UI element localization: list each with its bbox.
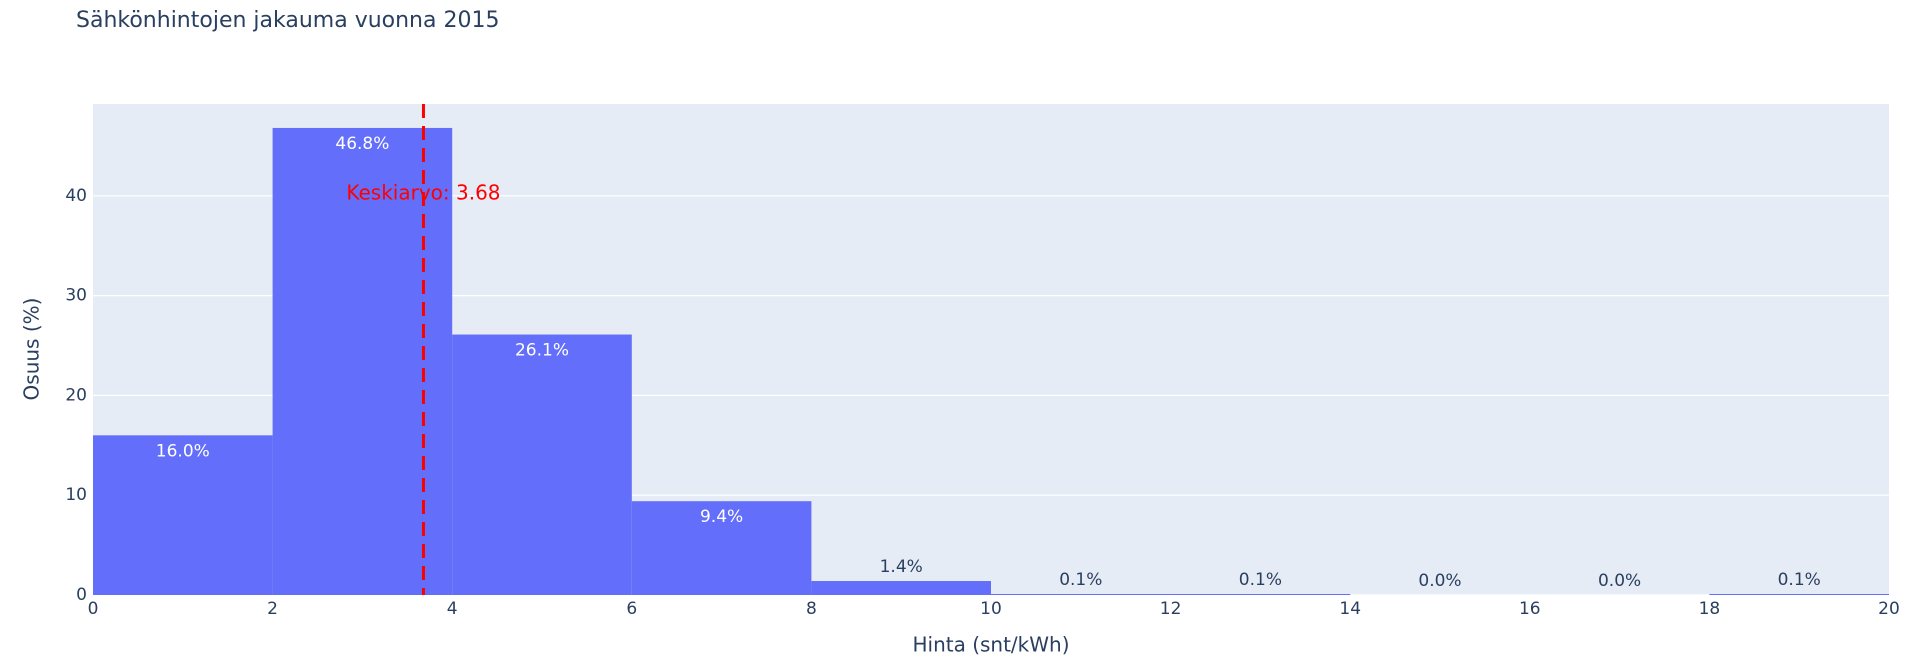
y-tick-label: 20 — [65, 385, 87, 405]
data-label: 0.0% — [1418, 571, 1461, 591]
data-label: 16.0% — [156, 441, 210, 461]
x-tick-label: 0 — [88, 599, 99, 619]
data-label: 1.4% — [880, 557, 923, 577]
bar — [811, 581, 991, 595]
x-tick-label: 2 — [267, 599, 278, 619]
data-label: 0.1% — [1239, 570, 1282, 590]
mean-annotation: Keskiarvo: 3.68 — [346, 181, 500, 205]
y-tick-label: 30 — [65, 286, 87, 306]
x-tick-label: 16 — [1519, 599, 1541, 619]
bar — [452, 334, 632, 595]
x-tick-label: 20 — [1878, 599, 1900, 619]
y-tick-label: 40 — [65, 186, 87, 206]
y-tick-label: 10 — [65, 485, 87, 505]
data-label: 46.8% — [335, 134, 389, 154]
bar — [93, 435, 273, 595]
y-axis-title: Osuus (%) — [20, 298, 44, 401]
x-tick-label: 8 — [806, 599, 817, 619]
bar — [631, 501, 812, 595]
x-tick-label: 6 — [626, 599, 637, 619]
bar — [991, 594, 1171, 595]
x-tick-label: 12 — [1160, 599, 1182, 619]
y-tick-label: 0 — [76, 585, 87, 605]
x-tick-label: 10 — [980, 599, 1002, 619]
data-label: 0.1% — [1059, 570, 1102, 590]
data-label: 0.1% — [1778, 570, 1821, 590]
data-label: 0.0% — [1598, 571, 1641, 591]
x-tick-label: 14 — [1339, 599, 1361, 619]
x-tick-label: 4 — [447, 599, 458, 619]
bar — [1170, 594, 1351, 595]
bar — [1709, 594, 1889, 595]
x-axis-title: Hinta (snt/kWh) — [912, 633, 1069, 657]
data-label: 9.4% — [700, 507, 743, 527]
data-label: 26.1% — [515, 341, 569, 361]
x-tick-label: 18 — [1699, 599, 1721, 619]
chart-title: Sähkönhintojen jakauma vuonna 2015 — [76, 8, 499, 33]
